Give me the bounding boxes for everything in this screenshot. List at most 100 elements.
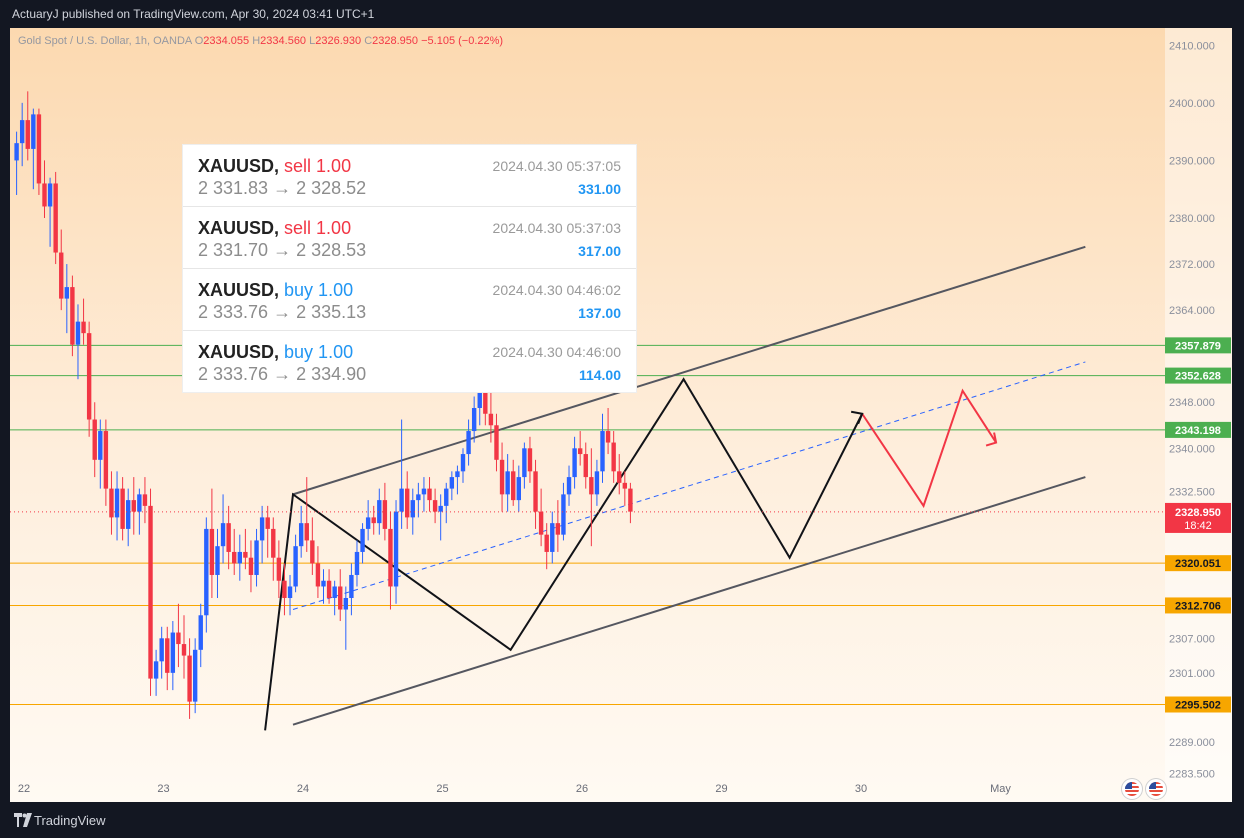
symbol-legend: Gold Spot / U.S. Dollar, 1h, OANDA O2334… xyxy=(18,35,503,47)
candle-body xyxy=(103,431,109,489)
candle-body xyxy=(64,287,70,299)
candle-body xyxy=(204,528,209,616)
candle-body xyxy=(561,494,566,535)
candle-body xyxy=(259,517,265,541)
publisher-info: ActuaryJ published on TradingView.com, A… xyxy=(12,7,375,21)
time-tick-label: 22 xyxy=(18,783,30,795)
candle-body xyxy=(427,488,432,501)
trade-row: XAUUSD, sell 1.00 2 331.83 → 2 328.52 20… xyxy=(183,145,636,207)
candle-body xyxy=(36,114,42,184)
trade-side: sell 1.00 xyxy=(284,218,352,238)
brand-name: TradingView xyxy=(34,813,106,828)
candle-body xyxy=(600,431,605,472)
candle-body xyxy=(248,557,254,575)
level-price-label-bg xyxy=(1165,367,1231,384)
level-price-label-bg xyxy=(1165,421,1231,438)
candle-body xyxy=(304,523,309,541)
us-flag-icon[interactable] xyxy=(1122,779,1142,799)
time-tick-label: May xyxy=(990,783,1011,795)
candle-body xyxy=(321,580,326,587)
candle-body xyxy=(533,471,538,512)
candle-body xyxy=(360,528,365,552)
candle-body xyxy=(471,408,477,432)
candle-body xyxy=(142,494,148,506)
time-tick-label: 30 xyxy=(855,783,867,795)
level-price-label-bg xyxy=(1165,597,1231,614)
price-scale[interactable] xyxy=(1165,28,1232,802)
level-price-label: 2343.198 xyxy=(1175,425,1221,437)
candle-body xyxy=(159,638,164,662)
trade-time: 2024.04.30 04:46:02 xyxy=(492,282,621,298)
candle-body xyxy=(416,494,421,501)
price-tick-label: 2380.000 xyxy=(1169,213,1215,225)
level-price-label: 2320.051 xyxy=(1175,558,1221,570)
legend-change: −5.105 (−0.22%) xyxy=(421,35,504,47)
candle-body xyxy=(432,500,438,512)
candle-body xyxy=(298,523,304,547)
candle-body xyxy=(137,494,142,512)
candle-body xyxy=(617,471,622,483)
level-price-label-bg xyxy=(1165,555,1231,572)
price-tick-label: 2390.000 xyxy=(1169,155,1215,167)
time-tick-label: 24 xyxy=(297,783,309,795)
candle-body xyxy=(243,551,248,558)
zigzag-pattern-line xyxy=(264,377,864,731)
candle-body xyxy=(19,120,25,144)
candle-body xyxy=(170,632,176,673)
candle-body xyxy=(483,390,488,414)
zigzag-arrowhead xyxy=(850,410,864,425)
price-tick-label: 2348.000 xyxy=(1169,397,1215,409)
level-price-label-bg xyxy=(1165,337,1231,354)
candle-body xyxy=(198,615,203,650)
candle-body xyxy=(114,488,120,518)
candle-body xyxy=(332,586,337,598)
candle-body xyxy=(466,431,471,455)
chart-frame[interactable]: 2410.000 2400.000 2390.000 2380.000 2372.000… xyxy=(10,28,1232,802)
candle-body xyxy=(120,488,125,529)
candle-body xyxy=(538,511,544,535)
trade-time: 2024.04.30 04:46:00 xyxy=(492,344,621,360)
candle-body xyxy=(410,500,415,518)
candle-body xyxy=(209,528,215,575)
candle-body xyxy=(326,580,332,598)
candle-body xyxy=(460,454,466,472)
candlestick-chart[interactable]: 2410.000 2400.000 2390.000 2380.000 2372.000… xyxy=(10,28,1232,802)
candle-body xyxy=(271,528,276,558)
legend-open: 2334.055 xyxy=(203,35,250,47)
candle-body xyxy=(516,477,521,501)
candle-body xyxy=(148,505,153,679)
candle-body xyxy=(237,551,242,564)
candle-body xyxy=(577,448,583,455)
bottom-bar: TradingView xyxy=(0,802,1244,838)
trade-time: 2024.04.30 05:37:03 xyxy=(492,220,621,236)
candle-body xyxy=(315,563,321,587)
channel-upper-line xyxy=(292,245,1086,496)
legend-high: 2334.560 xyxy=(260,35,307,47)
legend-close-label: C xyxy=(364,35,373,47)
candle-body xyxy=(444,488,449,506)
trade-side: buy 1.00 xyxy=(284,342,354,362)
time-tick-label: 26 xyxy=(576,783,588,795)
candle-body xyxy=(349,574,354,598)
candle-body xyxy=(343,598,349,610)
candle-body xyxy=(622,482,628,489)
candle-body xyxy=(176,632,181,645)
trade-symbol: XAUUSD, xyxy=(198,342,280,362)
candle-body xyxy=(310,540,315,564)
candle-body xyxy=(70,287,75,345)
price-tick-label: 2410.000 xyxy=(1169,40,1215,52)
candle-body xyxy=(109,488,114,518)
projection-arrow-line xyxy=(861,388,997,509)
candle-body xyxy=(220,523,226,547)
candle-body xyxy=(293,546,298,587)
candle-body xyxy=(494,425,499,460)
candle-body xyxy=(14,143,19,161)
trade-profit: 317.00 xyxy=(578,243,621,259)
candle-body xyxy=(611,442,616,472)
us-flag-icon[interactable] xyxy=(1146,779,1166,799)
trade-symbol: XAUUSD, xyxy=(198,280,280,300)
candle-body xyxy=(276,557,282,581)
candle-body xyxy=(31,114,36,149)
candle-body xyxy=(589,477,594,495)
trade-row: XAUUSD, sell 1.00 2 331.70 → 2 328.53 20… xyxy=(183,207,636,269)
